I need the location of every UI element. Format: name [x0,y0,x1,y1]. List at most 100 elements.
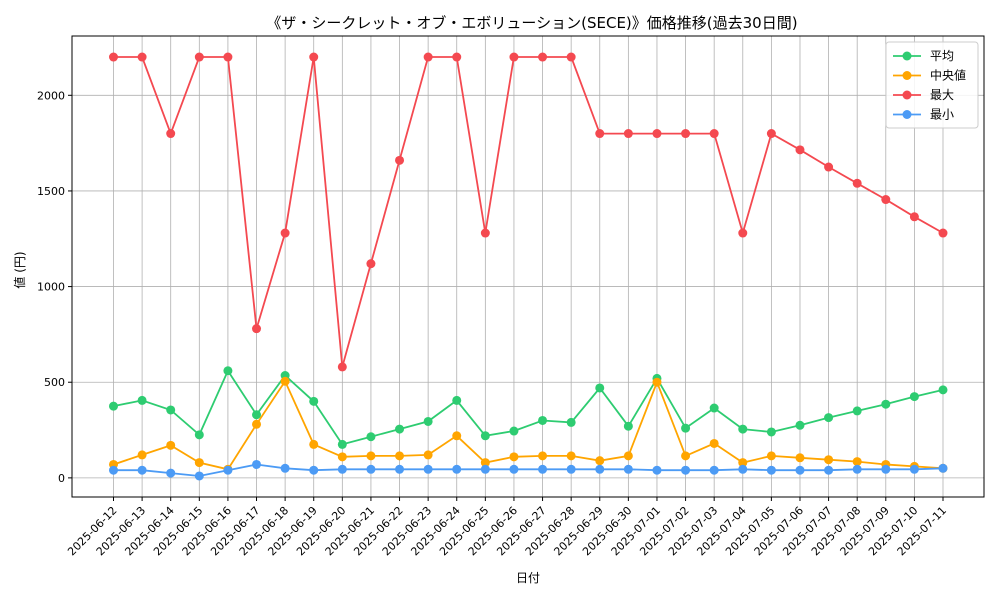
plot-frame [71,35,985,498]
data-point [423,450,433,460]
data-point [795,465,805,475]
data-point [252,410,262,420]
data-point [566,451,576,461]
data-point [681,465,691,475]
data-point [309,465,319,475]
data-point [595,456,605,466]
data-point [280,463,290,473]
data-point [909,212,919,222]
data-point [709,438,719,448]
data-point [337,464,347,474]
data-point [738,458,748,468]
chart-title: 《ザ・シークレット・オブ・エボリューション(SECE)》価格推移(過去30日間) [266,14,797,32]
data-point [480,458,490,468]
legend-marker [902,51,912,61]
data-point [852,464,862,474]
data-point [252,324,262,334]
y-axis-ticks: 0 500 1000 1500 2000 [37,89,72,485]
data-point [395,424,405,434]
data-point [566,417,576,427]
data-point [566,464,576,474]
data-point [766,129,776,139]
data-point [824,413,834,423]
series-line [113,379,944,471]
series-0 [109,366,948,449]
legend-box [885,41,979,129]
data-point [538,451,548,461]
data-point [538,415,548,425]
data-point [309,52,319,62]
data-point [595,129,605,139]
data-point [881,399,891,409]
data-point [166,468,176,478]
data-point [280,228,290,238]
data-point [652,129,662,139]
x-axis-ticks: 2025-06-122025-06-132025-06-142025-06-15… [65,497,949,558]
data-point [194,430,204,440]
data-point [652,465,662,475]
data-point [423,416,433,426]
y-tick-label: 2000 [37,89,65,102]
data-point [852,406,862,416]
data-point [280,376,290,386]
data-point [395,451,405,461]
data-point [623,421,633,431]
data-point [766,465,776,475]
series-3 [109,459,948,481]
legend-label: 中央値 [930,68,966,83]
data-point [938,463,948,473]
series-2 [109,52,948,372]
data-point [795,453,805,463]
data-point [452,395,462,405]
data-point [538,52,548,62]
data-point [795,420,805,430]
data-point [395,464,405,474]
y-tick-label: 500 [44,376,65,389]
y-tick-label: 1500 [37,185,65,198]
data-point [366,451,376,461]
data-point [395,155,405,165]
data-point [595,464,605,474]
data-point [824,162,834,172]
data-point [109,401,118,411]
data-point [738,228,748,238]
legend-marker [902,110,912,119]
y-axis-label: 値 (円) [12,251,27,288]
data-point [595,383,605,393]
data-point [480,464,490,474]
data-point [738,424,748,434]
data-point [881,464,891,474]
data-point [938,385,948,395]
data-point [480,228,490,238]
data-point [137,465,147,475]
data-point [166,405,176,415]
x-axis-label: 日付 [516,571,540,585]
data-point [423,52,433,62]
series-line [113,368,944,446]
data-point [337,362,347,372]
data-point [938,228,948,238]
data-point [223,366,233,376]
y-tick-label: 1000 [37,281,65,294]
data-point [366,432,376,442]
data-point [881,195,891,205]
series-line [113,463,944,477]
series-group [109,52,948,481]
data-point [194,458,204,468]
data-point [509,452,519,462]
data-point [137,450,147,460]
series-line [113,56,944,368]
data-point [452,431,462,441]
y-tick-label: 0 [58,472,65,485]
data-point [766,427,776,437]
legend-label: 平均 [930,49,954,63]
data-point [337,452,347,462]
data-point [509,464,519,474]
data-point [566,52,576,62]
data-point [452,52,462,62]
data-point [452,464,462,474]
data-point [223,465,233,475]
data-point [137,52,147,62]
